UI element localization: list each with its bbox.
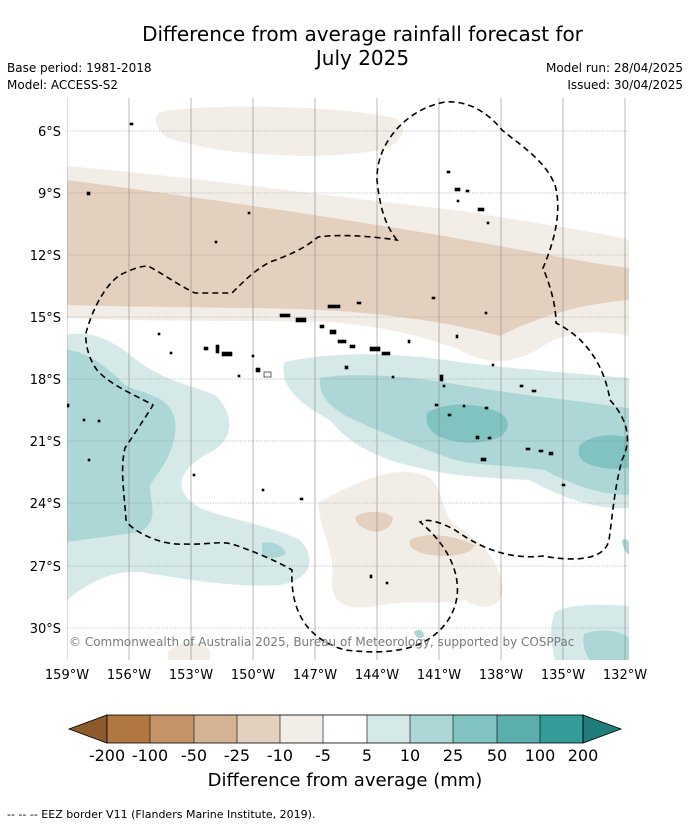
meta-left: Base period: 1981-2018 Model: ACCESS-S2	[7, 60, 152, 94]
colorbar-high-extend	[582, 714, 623, 744]
wet-anomaly-small-patch	[262, 542, 286, 558]
eez-border	[85, 101, 629, 653]
colorbar-tick-label: 200	[568, 746, 599, 765]
colorbar-low-extend	[67, 714, 108, 744]
colorbar-dividers	[149, 715, 541, 743]
lon-label: 141°W	[417, 668, 461, 683]
title-line-1: Difference from average rainfall forecas…	[142, 22, 583, 46]
model-run: Model run: 28/04/2025	[545, 61, 683, 75]
dry-anomaly-band-medium	[67, 180, 629, 336]
longitude-labels: 159°W 156°W 153°W 150°W 147°W 144°W 141°…	[45, 668, 647, 683]
colorbar-swatch	[323, 715, 367, 743]
dry-anomaly-region-southwest	[168, 642, 210, 660]
colorbar-tick-label: -50	[181, 746, 207, 765]
dry-anomaly-region-south	[318, 471, 503, 608]
lat-label: 9°S	[38, 187, 61, 202]
colorbar-tick-label: -100	[132, 746, 168, 765]
lat-label: 18°S	[30, 373, 61, 388]
base-period: Base period: 1981-2018	[7, 61, 152, 75]
lon-label: 150°W	[231, 668, 275, 683]
colorbar: -200 -100 -50 -25 -10 -5 5 10 25 50 100 …	[67, 714, 623, 765]
lon-label: 153°W	[169, 668, 213, 683]
island-markers	[67, 122, 566, 585]
eez-legend-note: -- -- -- EEZ border V11 (Flanders Marine…	[7, 808, 316, 821]
lat-label: 21°S	[30, 435, 61, 450]
colorbar-frame	[106, 714, 584, 744]
colorbar-swatch	[453, 715, 497, 743]
colorbar-swatch	[194, 715, 237, 743]
lon-label: 147°W	[293, 668, 337, 683]
wet-anomaly-east-core	[578, 435, 629, 469]
dry-anomaly-region-north	[155, 106, 404, 156]
colorbar-tick-label: -10	[267, 746, 293, 765]
title-line-2: July 2025	[315, 46, 410, 70]
lon-label: 144°W	[355, 668, 399, 683]
colorbar-title: Difference from average (mm)	[207, 770, 483, 791]
colorbar-tick-label: 100	[525, 746, 556, 765]
latitude-labels: 6°S 9°S 12°S 15°S 18°S 21°S 24°S 27°S 30…	[30, 125, 61, 637]
lon-label: 159°W	[45, 668, 89, 683]
colorbar-swatch	[410, 715, 453, 743]
colorbar-tick-label: -25	[224, 746, 250, 765]
colorbar-tick-label: -200	[89, 746, 125, 765]
colorbar-swatch	[497, 715, 540, 743]
wet-anomaly-edge-patch	[622, 539, 629, 555]
lat-label: 6°S	[38, 125, 61, 140]
lat-label: 30°S	[30, 622, 61, 637]
grid-lines	[67, 98, 629, 660]
colorbar-swatch	[237, 715, 280, 743]
lon-label: 156°W	[107, 668, 151, 683]
lat-label: 24°S	[30, 497, 61, 512]
colorbar-swatch	[540, 715, 583, 743]
lat-label: 27°S	[30, 560, 61, 575]
lon-label: 132°W	[603, 668, 647, 683]
lat-label: 15°S	[30, 311, 61, 326]
colorbar-swatch	[280, 715, 323, 743]
lat-label: 12°S	[30, 249, 61, 264]
map-panel: © Commonwealth of Australia 2025, Bureau…	[67, 98, 629, 660]
wet-anomaly-southeast-medium	[583, 630, 629, 660]
dry-anomaly-core-south-a	[355, 511, 393, 532]
copyright-notice: © Commonwealth of Australia 2025, Bureau…	[69, 635, 574, 649]
colorbar-tick-labels: -200 -100 -50 -25 -10 -5 5 10 25 50 100 …	[89, 746, 598, 765]
colorbar-tick-label: 10	[400, 746, 420, 765]
colorbar-tick-label: -5	[315, 746, 331, 765]
colorbar-tick-label: 5	[362, 746, 372, 765]
model-name: Model: ACCESS-S2	[7, 78, 119, 92]
colorbar-swatch	[367, 715, 410, 743]
lon-label: 138°W	[479, 668, 523, 683]
colorbar-swatch	[150, 715, 194, 743]
issued-date: Issued: 30/04/2025	[567, 78, 683, 92]
wet-anomaly-west-medium	[67, 350, 176, 542]
colorbar-swatch	[107, 715, 150, 743]
wet-anomaly-central-core	[426, 404, 508, 443]
wet-anomaly-tiny-patch	[414, 629, 424, 639]
meta-right: Model run: 28/04/2025 Issued: 30/04/2025	[546, 60, 683, 94]
colorbar-tick-label: 25	[443, 746, 463, 765]
colorbar-tick-label: 50	[487, 746, 507, 765]
lon-label: 135°W	[541, 668, 585, 683]
map-title: Difference from average rainfall forecas…	[95, 22, 630, 70]
